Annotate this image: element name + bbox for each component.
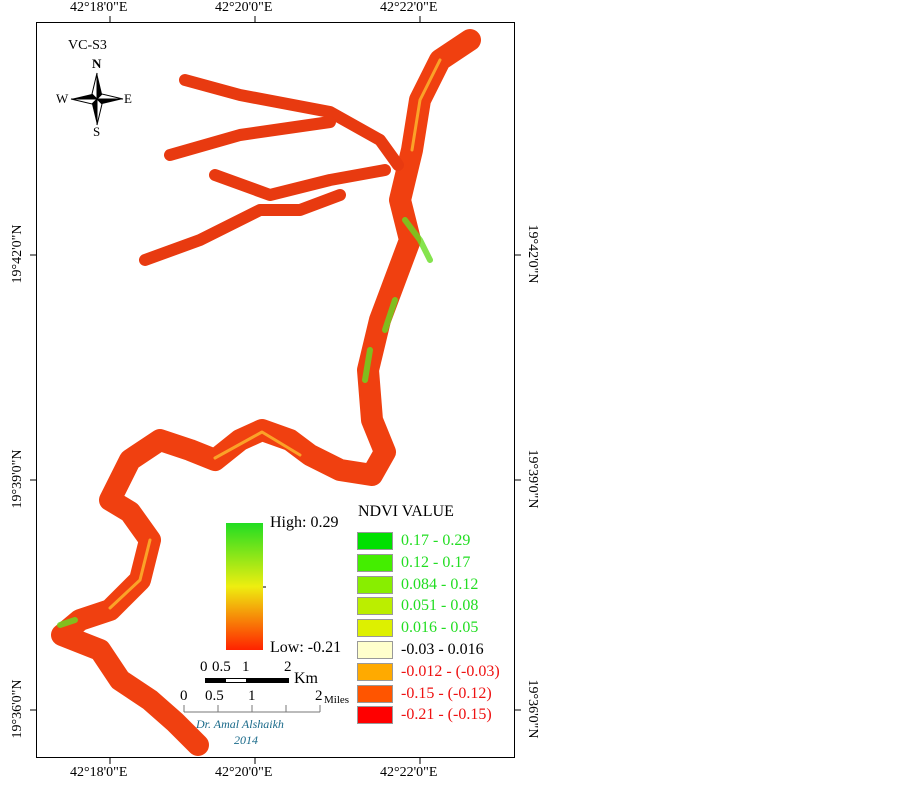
credit-year: 2014 xyxy=(234,733,258,747)
legend-label: -0.012 - (-0.03) xyxy=(401,662,500,680)
legend-item: 0.051 - 0.08 xyxy=(357,596,478,616)
river-branches xyxy=(139,74,404,266)
legend-swatch xyxy=(357,641,393,659)
bottom-lon-label: 42°20'0"E xyxy=(215,765,273,780)
legend-swatch xyxy=(357,575,393,594)
river-main xyxy=(51,29,481,756)
legend-item: -0.21 - (-0.15) xyxy=(357,705,492,725)
legend-item: 0.084 - 0.12 xyxy=(357,575,478,595)
bottom-lon-label: 42°22'0"E xyxy=(380,765,438,780)
legend-swatch xyxy=(357,597,393,616)
miles-unit: Miles xyxy=(324,694,350,706)
legend-swatch xyxy=(357,532,393,550)
gradient-low-label: Low: -0.21 xyxy=(270,639,342,656)
left-lat-label: 19°36'0"N xyxy=(10,679,25,739)
legend-item: 0.12 - 0.17 xyxy=(357,553,470,573)
legend-swatch xyxy=(357,553,393,572)
top-lon-label: 42°18'0"E xyxy=(70,0,128,15)
south-label: S xyxy=(93,124,101,139)
right-lat-label: 19°39'0"N xyxy=(525,449,540,509)
legend-item: -0.03 - 0.016 xyxy=(357,640,484,660)
legend-label: 0.051 - 0.08 xyxy=(401,597,479,615)
right-lat-label: 19°42'0"N xyxy=(525,224,540,284)
bottom-lon-label: 42°18'0"E xyxy=(70,765,128,780)
legend-label: 0.016 - 0.05 xyxy=(401,619,479,637)
legend-item: -0.012 - (-0.03) xyxy=(357,662,500,682)
km-tick: 1 xyxy=(242,659,250,675)
legend-label: 0.12 - 0.17 xyxy=(401,553,471,571)
legend-label: -0.21 - (-0.15) xyxy=(401,706,492,724)
north-arrow-icon xyxy=(70,72,124,126)
legend-item: -0.15 - (-0.12) xyxy=(357,684,492,704)
legend-swatch xyxy=(357,619,393,638)
km-tick: 0.5 xyxy=(212,659,231,675)
ndvi-gradient-bar xyxy=(226,523,263,650)
left-lat-label: 19°42'0"N xyxy=(10,224,25,284)
km-tick: 2 xyxy=(284,659,292,675)
legend-item: 0.17 - 0.29 xyxy=(357,531,470,551)
east-label: E xyxy=(124,91,132,106)
legend-label: 0.17 - 0.29 xyxy=(401,532,471,549)
miles-scale-bar xyxy=(183,705,321,713)
right-lat-label: 19°36'0"N xyxy=(525,679,540,739)
vegetation-patches xyxy=(57,217,433,628)
legend-label: -0.03 - 0.016 xyxy=(401,641,484,658)
legend-swatch xyxy=(357,662,393,681)
left-lat-label: 19°39'0"N xyxy=(10,449,25,509)
miles-tick: 1 xyxy=(248,688,256,704)
km-tick: 0 xyxy=(200,659,208,675)
miles-tick: 0 xyxy=(180,688,188,704)
km-scale-bar xyxy=(205,678,289,683)
legend-label: -0.15 - (-0.12) xyxy=(401,684,492,702)
legend-label: 0.084 - 0.12 xyxy=(401,575,479,593)
miles-tick: 0.5 xyxy=(205,688,224,704)
miles-tick: 2 xyxy=(315,688,323,704)
west-label: W xyxy=(56,91,69,106)
legend-title: NDVI VALUE xyxy=(358,503,454,520)
north-label: N xyxy=(92,56,102,71)
legend-swatch xyxy=(357,706,393,725)
legend-swatch xyxy=(357,684,393,703)
top-lon-label: 42°22'0"E xyxy=(380,0,438,15)
credit-author: Dr. Amal Alshaikh xyxy=(196,717,284,731)
legend-item: 0.016 - 0.05 xyxy=(357,618,478,638)
gradient-high-label: High: 0.29 xyxy=(270,514,339,531)
map-title: VC-S3 xyxy=(68,38,107,53)
top-lon-label: 42°20'0"E xyxy=(215,0,273,15)
map-frame xyxy=(36,22,515,758)
km-unit: Km xyxy=(294,670,318,687)
